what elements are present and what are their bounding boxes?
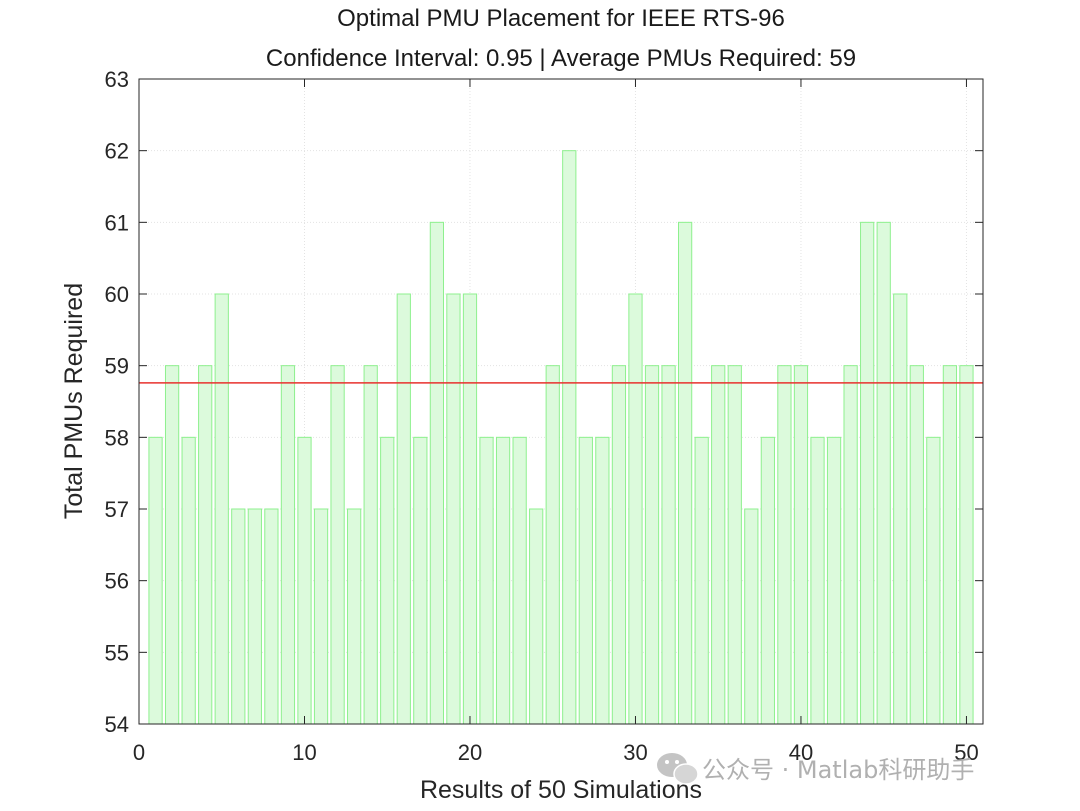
bar <box>777 365 792 725</box>
y-tick-label: 54 <box>105 712 129 737</box>
bar <box>628 293 643 725</box>
bar <box>661 365 676 725</box>
axis-ticks: 54 55 56 57 58 59 60 61 62 63 0 10 20 30 40 50 <box>105 67 983 765</box>
bar <box>231 508 246 725</box>
bar <box>280 365 296 725</box>
y-tick-label: 55 <box>105 640 129 665</box>
bar <box>611 365 627 725</box>
bar <box>479 436 494 725</box>
bar <box>380 436 395 725</box>
bar <box>413 436 428 725</box>
bar <box>793 365 809 725</box>
bar <box>429 221 445 725</box>
bar <box>148 436 163 725</box>
bar <box>909 365 924 725</box>
bar <box>297 436 312 725</box>
x-tick-label: 50 <box>954 740 978 765</box>
x-tick-label: 0 <box>133 740 145 765</box>
bar <box>595 436 610 725</box>
bar <box>760 436 775 725</box>
bar <box>164 365 180 725</box>
bar <box>462 293 478 725</box>
chart-title: Optimal PMU Placement for IEEE RTS-96 <box>337 5 785 32</box>
bar <box>562 150 577 725</box>
bar <box>512 436 527 725</box>
bar <box>214 293 229 725</box>
y-tick-label: 58 <box>105 425 129 450</box>
bar <box>843 365 858 725</box>
watermark-text: 公众号 · Matlab科研助手 <box>702 756 974 784</box>
bar <box>446 293 461 725</box>
bar <box>181 436 196 725</box>
bar <box>495 436 511 725</box>
bar <box>826 436 842 725</box>
wechat-icon <box>657 753 699 785</box>
axes-box <box>138 78 984 725</box>
x-tick-label: 20 <box>458 740 482 765</box>
bars <box>148 150 974 725</box>
bar <box>529 508 544 725</box>
bar <box>711 365 726 725</box>
y-tick-label: 61 <box>105 210 129 235</box>
bar <box>363 365 378 725</box>
watermark: 公众号 · Matlab科研助手 <box>657 753 974 785</box>
bar <box>396 293 411 725</box>
bar <box>330 365 345 725</box>
x-tick-label: 30 <box>623 740 647 765</box>
y-tick-label: 62 <box>105 139 129 164</box>
y-tick-label: 60 <box>105 282 129 307</box>
bar <box>810 436 825 725</box>
bar <box>876 221 891 725</box>
y-tick-label: 63 <box>105 67 129 92</box>
bar <box>198 365 213 725</box>
bar <box>313 508 329 725</box>
bar <box>926 436 941 725</box>
bar <box>694 436 709 725</box>
bar <box>545 365 560 725</box>
bar <box>578 436 593 725</box>
bar <box>247 508 262 725</box>
bar <box>347 508 362 725</box>
bar <box>744 508 759 725</box>
bar <box>942 365 958 725</box>
y-tick-label: 56 <box>105 569 129 594</box>
bar <box>644 365 660 725</box>
x-tick-label: 10 <box>292 740 316 765</box>
chart-subtitle: Confidence Interval: 0.95 | Average PMUs… <box>266 45 856 72</box>
y-tick-label: 59 <box>105 354 129 379</box>
y-axis-label: Total PMUs Required <box>60 283 88 519</box>
bar <box>264 508 279 725</box>
y-tick-label: 57 <box>105 497 129 522</box>
bar <box>893 293 908 725</box>
x-axis-label: Results of 50 Simulations <box>420 776 702 804</box>
bar <box>727 365 742 725</box>
x-tick-label: 40 <box>789 740 813 765</box>
bar <box>677 221 693 725</box>
bar <box>860 221 875 725</box>
bar <box>959 365 974 725</box>
